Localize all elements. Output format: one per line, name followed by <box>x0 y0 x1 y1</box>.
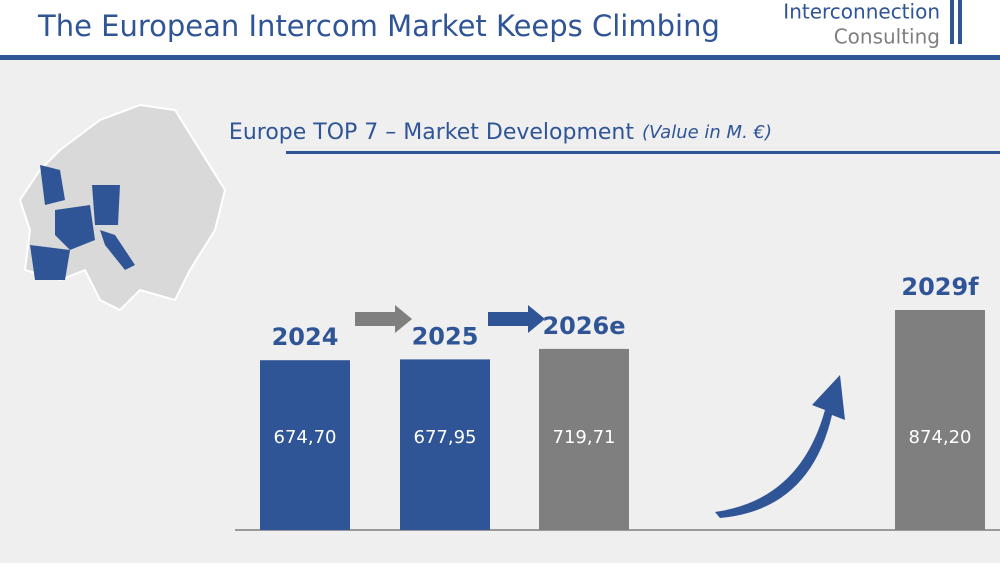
category-label: 2029f <box>901 273 979 301</box>
europe-map <box>18 103 227 312</box>
bar <box>895 310 985 530</box>
header-rule <box>0 55 1000 60</box>
header-bg <box>0 0 1000 56</box>
chart-title: Europe TOP 7 – Market Development <box>229 120 634 145</box>
logo-text: Interconnection <box>783 0 940 24</box>
value-label: 719,71 <box>553 427 616 448</box>
slide-title: The European Intercom Market Keeps Climb… <box>37 9 720 43</box>
arrow <box>355 312 395 326</box>
value-label: 674,70 <box>274 427 337 448</box>
bar <box>260 360 350 530</box>
logo-bar <box>958 0 962 44</box>
arrow <box>488 312 528 326</box>
value-label: 874,20 <box>909 427 972 448</box>
arrow <box>395 305 412 333</box>
bar <box>539 348 629 530</box>
category-label: 2025 <box>412 322 479 350</box>
chart-title-rule <box>286 151 1000 154</box>
growth-arrow <box>715 375 845 518</box>
value-label: 677,95 <box>414 427 477 448</box>
logo-text: Consulting <box>834 25 940 49</box>
category-label: 2026e <box>542 312 625 340</box>
arrow <box>528 305 545 333</box>
chart-subtitle: (Value in M. €) <box>642 122 772 143</box>
category-label: 2024 <box>272 323 339 351</box>
logo-bar <box>950 0 954 44</box>
bar <box>400 359 490 530</box>
